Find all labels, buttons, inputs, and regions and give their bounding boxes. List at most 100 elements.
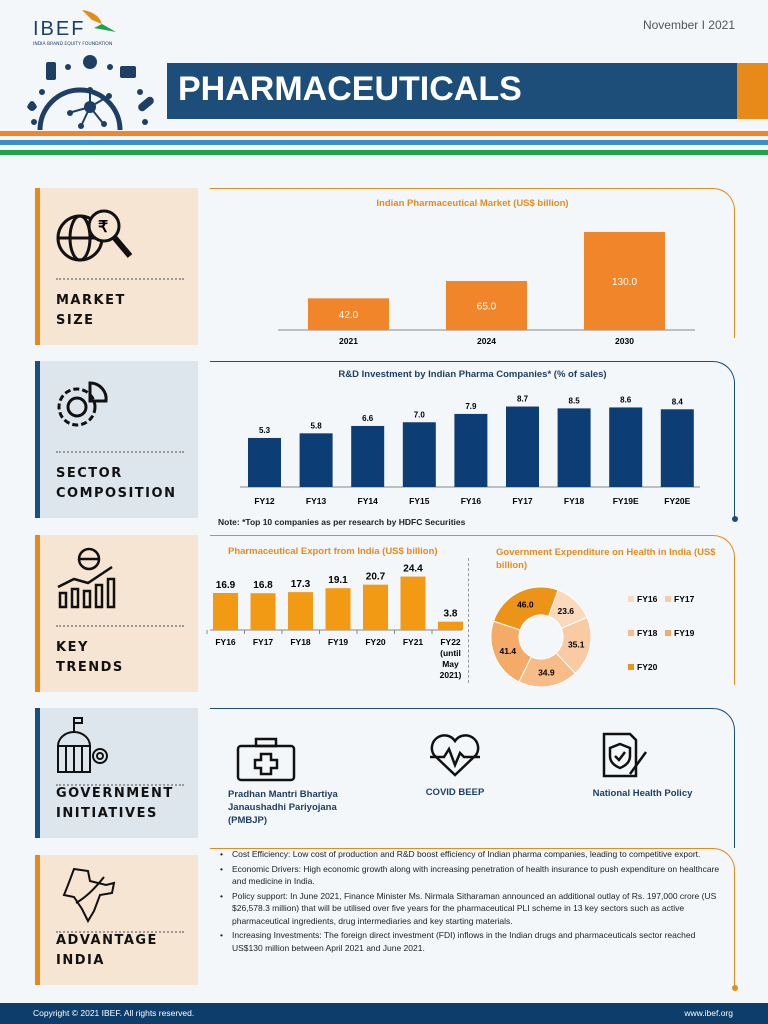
donut-slice — [492, 586, 559, 631]
chart-divider — [468, 558, 469, 683]
data-label: 8.4 — [672, 397, 684, 406]
panel-key-trends: KEY TRENDS — [35, 535, 198, 692]
advantage-item: Cost Efficiency: Low cost of production … — [220, 848, 720, 861]
tick-label: 2021 — [339, 336, 358, 346]
bar — [363, 584, 388, 630]
legend-label: FY19 — [674, 628, 695, 638]
advantage-item: Economic Drivers: High economic growth a… — [220, 863, 720, 888]
gear-pie-icon — [57, 381, 108, 427]
blue-stripe — [0, 140, 768, 145]
green-stripe — [0, 150, 768, 155]
legend-swatch — [628, 630, 634, 636]
page-title: PHARMACEUTICALS — [178, 70, 522, 108]
legend-swatch — [665, 630, 671, 636]
divider — [56, 931, 184, 933]
title-banner — [167, 63, 737, 119]
tick-label: 2030 — [615, 336, 634, 346]
advantage-item: Policy support: In June 2021, Finance Mi… — [220, 890, 720, 928]
sector-frame — [210, 361, 735, 519]
legend-label: FY18 — [637, 628, 658, 638]
data-label: 7.0 — [414, 410, 426, 419]
bar — [609, 407, 643, 487]
legend-swatch — [628, 596, 634, 602]
bar — [506, 406, 539, 487]
document-shield-icon — [602, 732, 648, 778]
panel-sector-composition: SECTOR COMPOSITION — [35, 361, 198, 518]
title-accent — [737, 63, 768, 119]
tick-label: FY16 — [215, 637, 236, 647]
orange-stripe — [0, 131, 768, 136]
tick-label: FY19E — [613, 496, 639, 506]
tick-label: 2024 — [477, 336, 496, 346]
bar — [557, 408, 591, 487]
section-label: ADVANTAGE INDIA — [56, 933, 158, 968]
bar — [400, 576, 426, 630]
data-label: 20.7 — [366, 572, 386, 583]
tick-label: FY14 — [358, 496, 379, 506]
section-label: GOVERNMENT INITIATIVES — [56, 786, 174, 821]
first-aid-kit-icon — [236, 737, 296, 782]
data-label: 5.3 — [259, 426, 271, 435]
market-size-frame — [210, 188, 735, 338]
data-label: 8.5 — [569, 396, 581, 405]
issue-date: November I 2021 — [642, 18, 735, 32]
rd-chart-title: R&D Investment by Indian Pharma Companie… — [338, 369, 607, 380]
tick-label: FY18 — [564, 496, 585, 506]
logo-subtitle: INDIA BRAND EQUITY FOUNDATION — [33, 42, 113, 47]
tick-label: FY17 — [253, 637, 274, 647]
rd-chart-note: Note: *Top 10 companies as per research … — [218, 517, 466, 527]
health-chart-title: Government Expenditure on Health in Indi… — [496, 547, 716, 571]
data-label: 7.9 — [465, 402, 477, 411]
tick-label: FY12 — [254, 496, 275, 506]
data-label: 130.0 — [612, 277, 637, 288]
ibef-bird-icon — [82, 10, 116, 32]
tick-label: FY20 — [365, 637, 386, 647]
bar — [402, 422, 436, 487]
tick-label: FY19 — [328, 637, 349, 647]
slice-label: 41.4 — [500, 646, 517, 656]
globe-growth-chart-icon — [57, 547, 116, 609]
legend-label: FY17 — [674, 594, 695, 604]
data-label: 8.7 — [517, 395, 529, 404]
ibef-logo: IBEF — [33, 18, 86, 40]
data-label: 17.3 — [291, 579, 311, 590]
data-label: 5.8 — [311, 421, 323, 430]
section-label: SECTOR COMPOSITION — [56, 466, 177, 501]
initiative-pmbjp: Pradhan Mantri Bhartiya Janaushadhi Pari… — [228, 789, 338, 826]
section-label: KEY TRENDS — [56, 640, 124, 675]
market-chart-title: Indian Pharmaceutical Market (US$ billio… — [376, 198, 569, 209]
divider — [56, 278, 184, 280]
bar — [438, 621, 463, 630]
frame-dot — [732, 985, 738, 991]
section-label: MARKET SIZE — [56, 293, 126, 328]
bar — [660, 409, 694, 487]
data-label: 3.8 — [444, 609, 458, 620]
tick-label: FY15 — [409, 496, 430, 506]
slice-label: 34.9 — [538, 668, 555, 678]
bar — [250, 593, 276, 630]
tick-label: (until — [440, 648, 461, 658]
copyright: Copyright © 2021 IBEF. All rights reserv… — [33, 1008, 195, 1018]
slice-label: 46.0 — [517, 600, 534, 610]
legend-label: FY20 — [637, 662, 658, 672]
data-label: 19.1 — [328, 575, 348, 586]
tick-label: 2021) — [440, 670, 462, 680]
bar — [299, 433, 333, 487]
bar — [446, 280, 527, 330]
india-map-icon — [62, 867, 116, 924]
tick-label: FY16 — [461, 496, 482, 506]
bar — [351, 425, 385, 487]
globe-search-rupee-icon: ₹ — [56, 209, 133, 262]
advantage-item: Increasing Investments: The foreign dire… — [220, 929, 720, 954]
pharma-molecule-icon — [27, 55, 154, 131]
bar — [248, 437, 281, 487]
government-frame — [210, 708, 735, 848]
panel-market-size: ₹ MARKET SIZE — [35, 188, 198, 345]
website-link[interactable]: www.ibef.org — [684, 1008, 733, 1018]
bar — [325, 588, 351, 630]
data-label: 16.8 — [253, 580, 273, 591]
tick-label: FY17 — [512, 496, 533, 506]
initiative-covid-beep: COVID BEEP — [425, 787, 485, 798]
slice-label: 35.1 — [568, 639, 585, 649]
